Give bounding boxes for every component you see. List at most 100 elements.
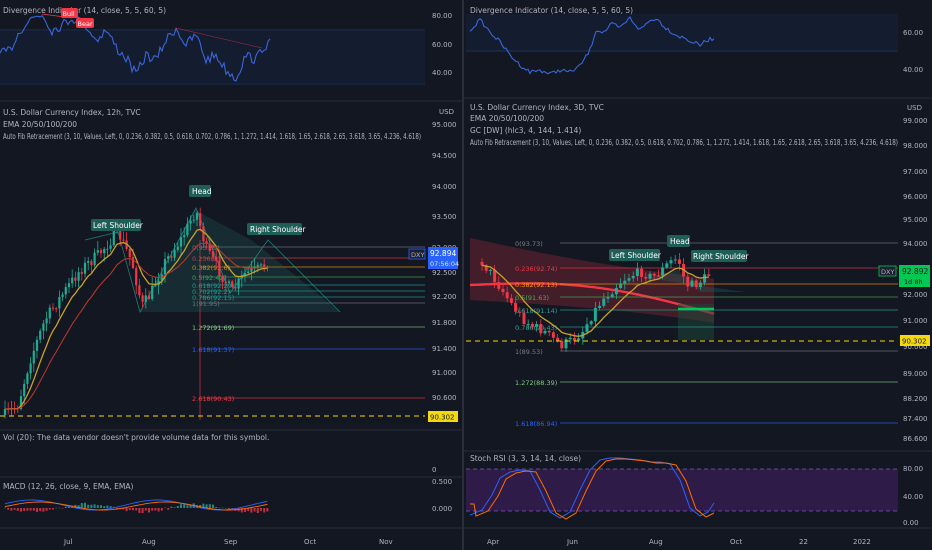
left-candle xyxy=(29,363,32,374)
left-macd-bar xyxy=(260,508,262,511)
left-macd-bar xyxy=(189,505,192,508)
right-candle xyxy=(690,280,694,287)
left-fib-label: 0.618(92.29) xyxy=(192,282,234,290)
right-price-tick: 91.000 xyxy=(903,317,928,325)
left-candle xyxy=(224,281,227,283)
right-panel[interactable]: Divergence Indicator (14, close, 5, 5, 6… xyxy=(464,6,932,546)
right-candle xyxy=(665,263,669,268)
left-macd-tick-0: 0.000 xyxy=(432,505,452,513)
left-macd-bar xyxy=(247,508,250,512)
left-macd-bar xyxy=(23,508,26,512)
left-volume-pane[interactable]: Vol (20): The data vendor doesn't provid… xyxy=(3,433,436,474)
left-hs-pattern-outline xyxy=(84,207,341,314)
right-divergence-pane[interactable]: Divergence Indicator (14, close, 5, 5, 6… xyxy=(466,6,923,75)
left-candle xyxy=(256,264,259,267)
left-price-pane[interactable]: U.S. Dollar Currency Index, 12h, TVC EMA… xyxy=(0,108,462,430)
right-div-tick-60: 60.00 xyxy=(903,29,923,37)
left-panel[interactable]: Divergence Indicator (14, close, 5, 5, 6… xyxy=(0,6,462,546)
left-macd-bar xyxy=(186,505,189,508)
left-macd-bar xyxy=(90,504,93,508)
left-fib-label: 0.702(92.2) xyxy=(192,288,230,296)
left-macd-bar xyxy=(125,508,128,512)
left-candle xyxy=(135,268,138,286)
right-candle xyxy=(547,330,551,333)
left-ema50-line xyxy=(5,242,268,410)
right-head-badge xyxy=(667,235,690,247)
right-stoch-title: Stoch RSI (3, 3, 14, 14, close) xyxy=(470,454,581,463)
right-countdown: 1d 8h xyxy=(904,278,923,286)
left-macd-bar xyxy=(87,504,90,508)
right-left-shoulder-label: Left Shoulder xyxy=(611,251,662,260)
right-price-tick: 89.000 xyxy=(903,370,928,378)
left-macd-pane[interactable]: MACD (12, 26, close, 9, EMA, EMA) 0.500 … xyxy=(3,478,452,514)
right-candle xyxy=(631,275,635,279)
left-fib-label: 0.786(92.15) xyxy=(192,294,234,302)
right-candle xyxy=(673,259,677,261)
right-gc-band xyxy=(470,238,714,323)
left-fib-label: 0.5(92.42) xyxy=(192,274,226,282)
left-candle xyxy=(263,264,266,268)
right-dxy-tag: DXY xyxy=(881,268,894,276)
left-candle xyxy=(106,248,109,250)
left-macd-bar xyxy=(26,508,29,511)
left-price-tick: 92.500 xyxy=(432,269,457,277)
left-macd-bar xyxy=(256,508,259,514)
left-left-shoulder-label: Left Shoulder xyxy=(93,221,144,230)
right-fib-levels: 0(93.73) 0.236(92.74) 0.382(92.13) 0.5(91.6… xyxy=(515,240,898,428)
left-candle xyxy=(131,257,135,269)
left-candlesticks xyxy=(3,207,269,419)
left-macd-bar xyxy=(170,506,173,508)
left-vol-tick-0: 0 xyxy=(432,466,436,474)
left-candle xyxy=(48,307,51,319)
right-candle xyxy=(484,265,488,271)
left-macd-bar xyxy=(212,504,214,508)
left-candle xyxy=(227,281,231,283)
left-div-tick-80: 80.00 xyxy=(432,12,452,20)
right-stoch-pane[interactable]: Stoch RSI (3, 3, 14, 14, close) 80.00 40… xyxy=(466,454,923,527)
right-candle xyxy=(493,269,497,283)
right-candle xyxy=(635,268,639,276)
left-candle xyxy=(154,285,157,287)
right-fib-label: 0.786(90.43) xyxy=(515,324,557,332)
left-div-bear-line-2 xyxy=(175,27,263,49)
left-macd-bar xyxy=(164,507,166,509)
left-currency: USD xyxy=(439,108,454,116)
left-divergence-pane[interactable]: Divergence Indicator (14, close, 5, 5, 6… xyxy=(0,6,452,85)
right-candle xyxy=(518,311,522,313)
right-right-shoulder-label: Right Shoulder xyxy=(693,252,749,261)
left-candle xyxy=(42,323,45,331)
left-price-axis-bg xyxy=(425,112,462,430)
left-month-oct: Oct xyxy=(304,538,316,546)
left-macd-bar xyxy=(183,504,186,508)
left-time-axis: Jul Aug Sep Oct Nov xyxy=(63,538,393,546)
right-ema20-line xyxy=(481,264,709,337)
left-candle xyxy=(23,383,26,397)
right-candle xyxy=(488,269,492,271)
left-macd-bar xyxy=(202,503,205,508)
right-stoch-tick-0: 0.00 xyxy=(903,519,919,527)
right-candle xyxy=(564,339,568,349)
left-macd-bar xyxy=(215,507,218,508)
left-macd-bar xyxy=(167,508,170,510)
left-macd-bar xyxy=(144,508,147,511)
right-month-22: 22 xyxy=(799,538,808,546)
left-macd-bar xyxy=(138,508,141,513)
left-macd-bar xyxy=(39,508,42,512)
left-macd-bar xyxy=(42,508,45,512)
left-vol-title: Vol (20): The data vendor doesn't provid… xyxy=(3,433,269,442)
left-macd-bar xyxy=(106,505,109,508)
left-price-tick: 94.500 xyxy=(432,152,457,160)
right-price-pane[interactable]: U.S. Dollar Currency Index, 3D, TVC EMA … xyxy=(466,103,930,443)
left-macd-bar xyxy=(151,508,154,511)
left-macd-bar xyxy=(128,508,131,511)
right-candle xyxy=(707,274,711,276)
left-candle xyxy=(189,220,192,224)
left-macd-bar xyxy=(93,504,96,508)
right-stoch-tick-80: 80.00 xyxy=(903,465,923,473)
right-candle xyxy=(598,305,602,308)
left-fib-label: 1(91.95) xyxy=(192,300,220,308)
left-candle xyxy=(205,241,208,244)
right-price-tick: 99.000 xyxy=(903,117,928,125)
left-candle xyxy=(58,296,61,309)
right-month-apr: Apr xyxy=(487,538,499,546)
